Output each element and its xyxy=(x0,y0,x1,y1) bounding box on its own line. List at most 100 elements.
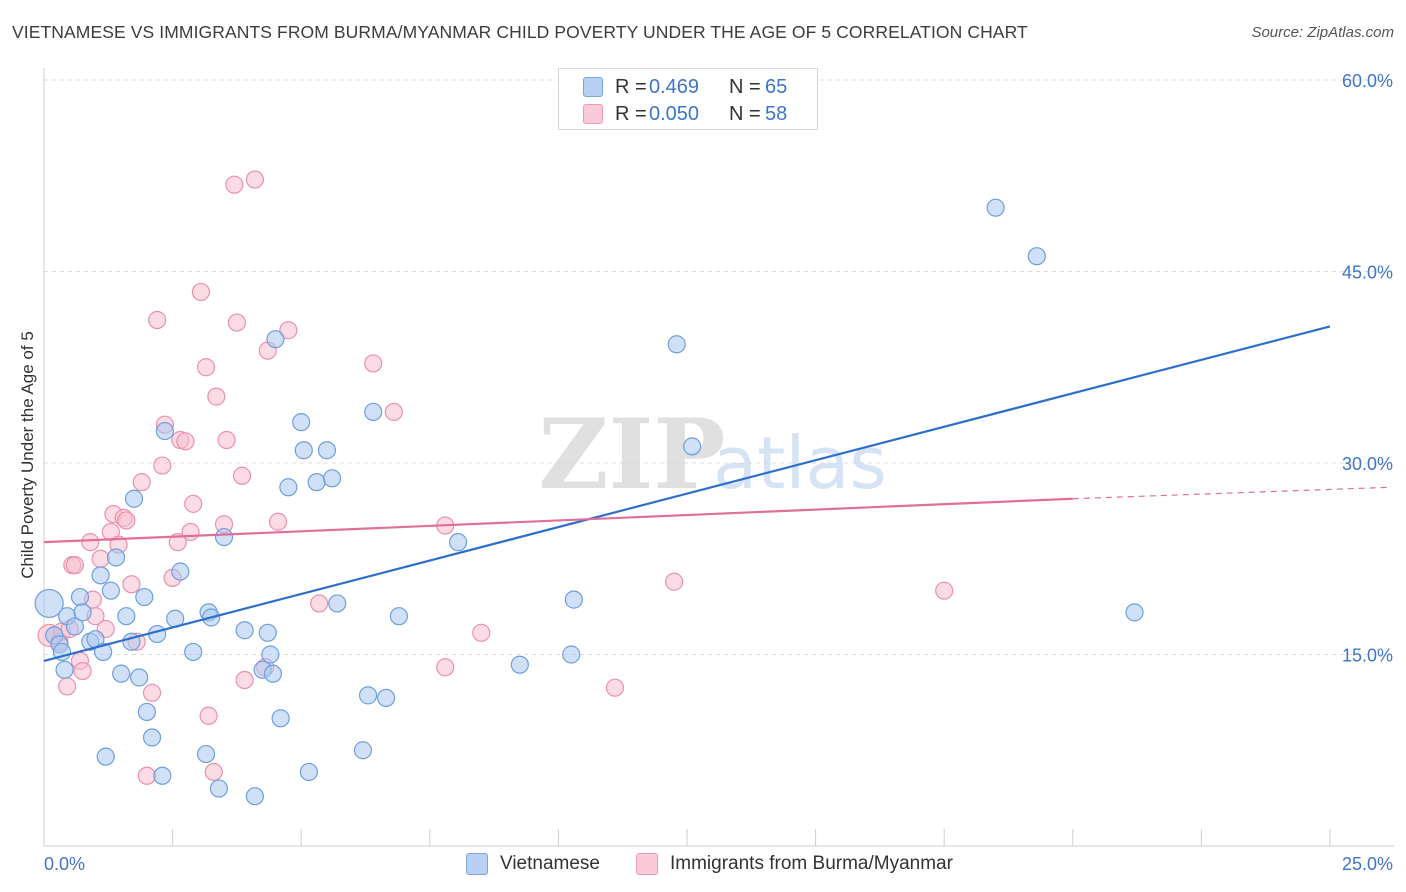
pink-point xyxy=(91,549,110,568)
pink-point xyxy=(225,175,244,194)
legend-r-label: R = xyxy=(615,75,647,98)
blue-series-points xyxy=(34,198,1144,806)
blue-point xyxy=(261,645,280,664)
blue-point xyxy=(389,607,409,626)
tick-labels: 15.0% 30.0% 45.0% 60.0% 0.0% 25.0% xyxy=(44,71,1393,874)
pink-point xyxy=(168,533,187,552)
blue-point xyxy=(263,664,283,683)
pink-point xyxy=(191,282,210,302)
blue-point xyxy=(235,621,254,640)
legend-r-value: 0.050 xyxy=(649,102,700,125)
pink-point xyxy=(217,430,236,450)
blue-point xyxy=(448,533,468,552)
blue-point xyxy=(155,421,174,441)
gridlines xyxy=(44,79,1394,655)
pink-point xyxy=(142,683,162,702)
bottom-legend-swatch-blue xyxy=(466,853,488,875)
blue-trend-line xyxy=(43,325,1331,662)
blue-point xyxy=(55,660,74,679)
blue-point xyxy=(353,741,373,760)
pink-point xyxy=(204,762,223,782)
blue-point xyxy=(328,594,347,613)
blue-point xyxy=(317,441,337,460)
pink-point xyxy=(132,473,151,492)
blue-point xyxy=(65,617,84,636)
pink-point xyxy=(73,661,92,681)
blue-point xyxy=(171,562,190,581)
watermark-atlas: atlas xyxy=(713,421,887,505)
blue-point xyxy=(117,607,136,626)
blue-point xyxy=(299,762,319,782)
y-tick-label: 60.0% xyxy=(1342,71,1393,91)
blue-point xyxy=(376,688,396,708)
pink-point xyxy=(935,581,954,600)
pink-point xyxy=(279,321,298,340)
y-tick-label: 45.0% xyxy=(1342,263,1393,283)
bottom-legend-burma: Immigrants from Burma/Myanmar xyxy=(636,850,953,878)
x-tick-label: 25.0% xyxy=(1342,854,1393,874)
source-label: Source: ZipAtlas.com xyxy=(1251,24,1394,41)
bottom-legend-swatch-pink xyxy=(636,853,658,875)
trend-lines xyxy=(43,325,1391,662)
blue-point xyxy=(135,587,154,607)
pink-point xyxy=(232,466,252,485)
pink-series-points xyxy=(37,170,954,785)
legend-swatch-blue xyxy=(583,77,603,97)
legend-r-value: 0.469 xyxy=(649,75,700,98)
blue-point xyxy=(1027,247,1046,266)
legend-n-label: N = xyxy=(729,102,761,125)
blue-point xyxy=(1125,603,1144,622)
blue-point xyxy=(34,588,64,619)
blue-point xyxy=(364,402,383,422)
blue-point xyxy=(112,664,131,683)
legend-row-burma: R = 0.050 N = 58 xyxy=(583,101,787,127)
x-tick-label: 0.0% xyxy=(44,854,85,874)
blue-point xyxy=(124,489,144,508)
blue-point xyxy=(667,335,686,354)
bottom-legend-vietnamese: Vietnamese xyxy=(466,850,600,878)
blue-point xyxy=(153,766,172,785)
pink-point xyxy=(181,522,200,542)
blue-point xyxy=(101,581,120,600)
blue-point xyxy=(510,655,529,674)
blue-point xyxy=(196,744,216,764)
pink-point xyxy=(65,556,84,575)
legend-swatch-pink xyxy=(583,104,603,124)
blue-point xyxy=(142,728,162,747)
blue-point xyxy=(245,787,265,806)
blue-point xyxy=(91,566,110,585)
blue-point xyxy=(271,709,290,728)
pink-point xyxy=(268,512,288,531)
blue-point xyxy=(70,587,90,607)
pink-point xyxy=(122,575,141,594)
pink-point xyxy=(364,354,383,373)
pink-point xyxy=(196,358,216,377)
pink-point xyxy=(472,623,491,642)
blue-point xyxy=(294,441,313,460)
blue-point xyxy=(130,668,149,687)
pink-point xyxy=(117,511,136,530)
pink-point xyxy=(207,387,226,406)
blue-point xyxy=(73,603,92,622)
blue-point xyxy=(279,478,298,497)
bottom-legend-label: Immigrants from Burma/Myanmar xyxy=(670,853,953,874)
legend-n-value: 65 xyxy=(765,75,788,98)
blue-point xyxy=(214,527,234,547)
blue-point xyxy=(184,642,203,662)
pink-trend-line xyxy=(43,497,1073,544)
pink-point xyxy=(184,494,203,513)
blue-point xyxy=(322,469,342,488)
bottom-legend-label: Vietnamese xyxy=(500,853,600,874)
blue-point xyxy=(106,548,126,567)
pink-point xyxy=(58,677,77,696)
axes xyxy=(43,68,1394,847)
legend-n-label: N = xyxy=(729,75,761,98)
y-tick-label: 15.0% xyxy=(1342,646,1393,666)
chart-title: VIETNAMESE VS IMMIGRANTS FROM BURMA/MYAN… xyxy=(12,22,1028,42)
blue-point xyxy=(358,686,378,705)
legend-n-value: 58 xyxy=(765,102,788,125)
pink-point xyxy=(227,313,246,332)
blue-point xyxy=(209,779,228,798)
pink-point xyxy=(310,594,329,613)
